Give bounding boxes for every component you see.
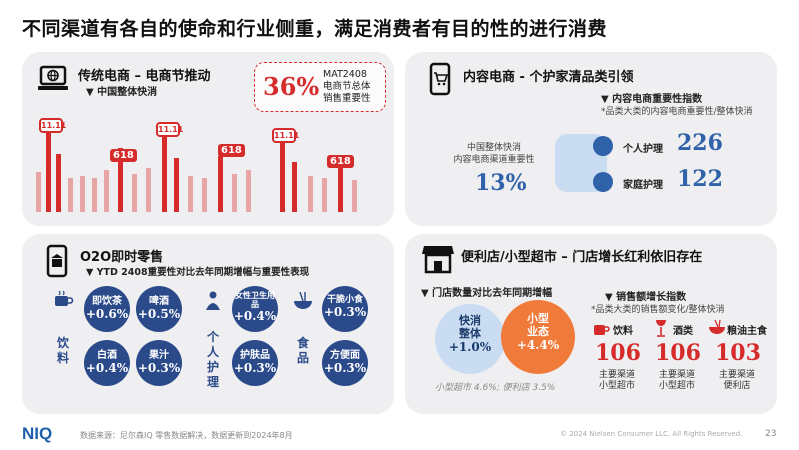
stat-snacks: 干脆小食 +0.3% [322, 286, 368, 332]
phone-store-icon [46, 244, 68, 278]
cup-icon [52, 288, 74, 310]
group-label-drinks: 饮料 [56, 336, 69, 365]
page-number: 23 [765, 429, 777, 439]
slide-title: 不同渠道有各自的使命和行业侧重，满足消费者有目的性的进行消费 [22, 18, 608, 40]
tag-double11-1: 11.11 [39, 118, 66, 133]
stat-rtd-tea: 即饮茶 +0.6% [84, 286, 130, 332]
niq-logo: NIQ [22, 424, 53, 443]
cat-channel-grain-oil: 主要渠道 便利店 [718, 370, 755, 391]
cat-label-grain-oil: 粮油主食 [727, 326, 767, 337]
footer-copyright: © 2024 Nielsen Consumer LLC. All Rights … [560, 430, 743, 438]
panel2-left-percent: 13% [475, 170, 527, 196]
group-label-food: 食品 [296, 336, 309, 365]
mat-percent: 36% [263, 72, 320, 101]
home-care-icon [593, 172, 613, 192]
item-label-home-care: 家庭护理 [623, 180, 663, 191]
bubble-fmcg-total: 快消整体 +1.0% [435, 304, 505, 374]
panel-traditional-ecommerce: 传统电商 – 电商节推动 ▼ 中国整体快消 36% MAT2408 电商节总体 … [22, 52, 394, 226]
panel4-left-subtitle: ▼ 门店数量对比去年同期增幅 [421, 288, 553, 299]
item-value-home-care: 122 [677, 166, 723, 192]
cat-label-alcohol: 酒类 [673, 326, 693, 337]
panel-content-ecommerce: 内容电商 - 个护家清品类引领 ▼ 内容电商重要性指数 *品类大类的内容电商重要… [405, 52, 777, 226]
tag-618-3: 618 [327, 155, 354, 168]
stat-baijiu: 白酒 +0.4% [84, 340, 130, 386]
item-value-personal-care: 226 [677, 130, 723, 156]
personal-care-figure-icon [202, 290, 224, 312]
panel1-title: 传统电商 – 电商节推动 [78, 69, 211, 84]
panel3-subtitle: ▼ YTD 2408重要性对比去年同期增幅与重要性表现 [86, 267, 310, 278]
tag-double11-3: 11.11 [272, 128, 299, 143]
cat-value-drinks: 106 [595, 340, 641, 366]
tag-618-2: 618 [218, 144, 245, 157]
cat-label-drinks: 饮料 [613, 326, 633, 337]
cat-value-alcohol: 106 [655, 340, 701, 366]
tag-double11-2: 11.11 [156, 122, 183, 137]
stat-juice: 果汁 +0.3% [136, 340, 182, 386]
cat-channel-alcohol: 主要渠道 小型超市 [658, 370, 695, 391]
wine-glass-icon [651, 318, 673, 340]
noodle-bowl-icon [292, 290, 314, 312]
cat-value-grain-oil: 103 [715, 340, 761, 366]
bubble-small-format: 小型业态 +4.4% [501, 300, 575, 374]
personal-care-icon [593, 136, 613, 156]
panel4-right-note: *品类大类的销售额变化/整体快消 [591, 305, 725, 315]
laptop-globe-icon [38, 65, 68, 90]
panel3-title: O2O即时零售 [80, 250, 164, 265]
drink-cup-icon [591, 318, 613, 340]
mat-callout: 36% MAT2408 电商节总体 销售重要性 [254, 62, 386, 112]
stat-feminine-care: 女性卫生用品 +0.4% [232, 286, 278, 332]
panel-convenience: 便利店/小型超市 – 门店增长红利依旧存在 ▼ 门店数量对比去年同期增幅 快消整… [405, 234, 777, 414]
panel2-title: 内容电商 - 个护家清品类引领 [463, 70, 634, 85]
panel1-subtitle: ▼ 中国整体快消 [86, 87, 158, 98]
panel2-subtitle: ▼ 内容电商重要性指数 [601, 94, 703, 105]
panel2-note: *品类大类的内容电商重要性/整体快消 [601, 107, 753, 117]
panel-o2o: O2O即时零售 ▼ YTD 2408重要性对比去年同期增幅与重要性表现 饮料 即… [22, 234, 394, 414]
item-label-personal-care: 个人护理 [623, 144, 663, 155]
panel4-left-note: 小型超市 4.6%; 便利店 3.5% [435, 383, 556, 393]
stat-beer: 啤酒 +0.5% [136, 286, 182, 332]
rice-bowl-icon [707, 318, 729, 340]
phone-cart-icon [429, 62, 451, 96]
footer-source: 数据来源：尼尔森IQ 零售数据解决，数据更新到2024年8月 [80, 431, 293, 440]
cat-channel-drinks: 主要渠道 小型超市 [598, 370, 635, 391]
storefront-icon [422, 246, 454, 274]
mat-text: MAT2408 电商节总体 销售重要性 [323, 69, 371, 104]
tag-618-1: 618 [110, 149, 137, 162]
panel4-title: 便利店/小型超市 – 门店增长红利依旧存在 [461, 250, 703, 265]
group-label-personal-care: 个人护理 [206, 330, 219, 389]
panel4-right-subtitle: ▼ 销售额增长指数 [605, 292, 687, 303]
stat-skincare: 护肤品 +0.3% [232, 340, 278, 386]
stat-instant-noodles: 方便面 +0.3% [322, 340, 368, 386]
panel2-left-text: 中国整体快消 内容电商渠道重要性 [453, 143, 535, 165]
